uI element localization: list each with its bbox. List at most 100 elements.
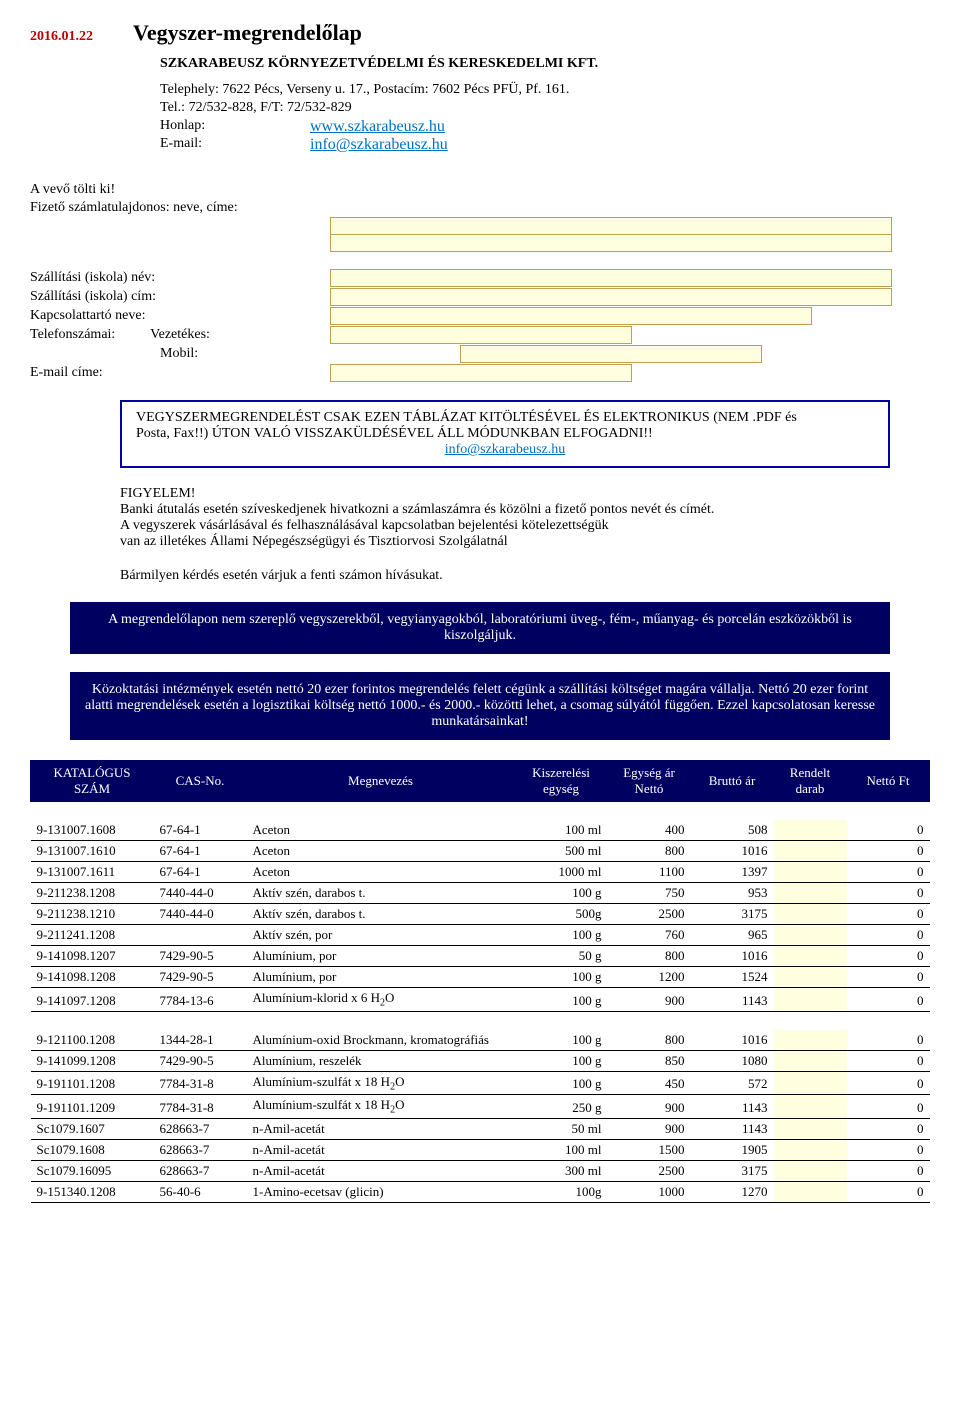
qty-input-cell[interactable] [774, 1181, 847, 1202]
table-cell: 56-40-6 [154, 1181, 247, 1202]
table-cell: 500 ml [515, 841, 608, 862]
table-cell: 1905 [691, 1139, 774, 1160]
table-cell: 628663-7 [154, 1139, 247, 1160]
table-cell: 9-121100.1208 [31, 1030, 154, 1051]
table-cell: 1143 [691, 988, 774, 1012]
figyelem-title: FIGYELEM! [120, 486, 890, 502]
table-cell: 400 [608, 820, 691, 841]
table-cell: 0 [847, 1071, 930, 1095]
table-cell: 0 [847, 841, 930, 862]
table-cell: 9-191101.1208 [31, 1071, 154, 1095]
table-cell: 100 g [515, 925, 608, 946]
table-cell: 0 [847, 1050, 930, 1071]
qty-input-cell[interactable] [774, 1071, 847, 1095]
table-cell: 965 [691, 925, 774, 946]
qty-input-cell[interactable] [774, 1095, 847, 1119]
vezetekes-field[interactable] [330, 326, 632, 344]
table-cell: n-Amil-acetát [247, 1139, 515, 1160]
table-cell: 900 [608, 1095, 691, 1119]
qty-input-cell[interactable] [774, 841, 847, 862]
table-cell: 800 [608, 841, 691, 862]
table-cell: 9-131007.1608 [31, 820, 154, 841]
site-line: Telephely: 7622 Pécs, Verseny u. 17., Po… [160, 82, 930, 98]
table-cell: 250 g [515, 1095, 608, 1119]
honlap-link[interactable]: www.szkarabeusz.hu [310, 118, 445, 136]
table-cell: 0 [847, 1181, 930, 1202]
table-row: 9-141098.12077429-90-5Alumínium, por50 g… [31, 946, 930, 967]
notice1-link[interactable]: info@szkarabeusz.hu [136, 442, 874, 458]
qty-input-cell[interactable] [774, 1118, 847, 1139]
table-cell: Alumínium, por [247, 967, 515, 988]
table-cell: 9-141099.1208 [31, 1050, 154, 1071]
table-cell: 1270 [691, 1181, 774, 1202]
table-row: 9-131007.160867-64-1Aceton100 ml4005080 [31, 820, 930, 841]
table-row: 9-191101.12087784-31-8Alumínium-szulfát … [31, 1071, 930, 1095]
table-cell: 450 [608, 1071, 691, 1095]
spacer [154, 802, 247, 821]
table-cell: 100 g [515, 988, 608, 1012]
szall-cim-field[interactable] [330, 288, 892, 306]
qty-input-cell[interactable] [774, 820, 847, 841]
qty-input-cell[interactable] [774, 1050, 847, 1071]
table-cell: 7784-31-8 [154, 1071, 247, 1095]
table-cell: 1016 [691, 841, 774, 862]
table-cell: 572 [691, 1071, 774, 1095]
table-cell: 500g [515, 904, 608, 925]
table-cell: 7429-90-5 [154, 946, 247, 967]
table-cell: 100 g [515, 1030, 608, 1051]
table-cell: 1344-28-1 [154, 1030, 247, 1051]
table-cell: 800 [608, 946, 691, 967]
fizeto-field-2[interactable] [330, 234, 892, 252]
table-cell: 1000 [608, 1181, 691, 1202]
col-header: Nettó Ft [847, 761, 930, 802]
szall-cim-label: Szállítási (iskola) cím: [30, 289, 330, 305]
fizeto-field-1[interactable] [330, 217, 892, 235]
table-row: 9-211238.12107440-44-0Aktív szén, darabo… [31, 904, 930, 925]
table-cell: 1016 [691, 946, 774, 967]
table-cell: 9-141098.1208 [31, 967, 154, 988]
table-cell: 9-131007.1610 [31, 841, 154, 862]
table-cell: 1500 [608, 1139, 691, 1160]
table-row: 9-131007.161067-64-1Aceton500 ml80010160 [31, 841, 930, 862]
qty-input-cell[interactable] [774, 925, 847, 946]
qty-input-cell[interactable] [774, 946, 847, 967]
spacer [31, 1011, 154, 1030]
table-cell: Sc1079.1608 [31, 1139, 154, 1160]
honlap-label: Honlap: [160, 118, 310, 136]
table-cell: 628663-7 [154, 1160, 247, 1181]
table-cell: 628663-7 [154, 1118, 247, 1139]
table-cell: Aceton [247, 862, 515, 883]
table-cell: 50 g [515, 946, 608, 967]
qty-input-cell[interactable] [774, 1160, 847, 1181]
table-cell [154, 925, 247, 946]
qty-input-cell[interactable] [774, 904, 847, 925]
table-cell: 1524 [691, 967, 774, 988]
spacer [608, 802, 691, 821]
qty-input-cell[interactable] [774, 988, 847, 1012]
szall-nev-field[interactable] [330, 269, 892, 287]
col-header: Megnevezés [247, 761, 515, 802]
mobil-field[interactable] [460, 345, 762, 363]
spacer [154, 1011, 247, 1030]
table-row: Sc1079.1607628663-7n-Amil-acetát50 ml900… [31, 1118, 930, 1139]
qty-input-cell[interactable] [774, 967, 847, 988]
qty-input-cell[interactable] [774, 1030, 847, 1051]
table-cell: Aceton [247, 841, 515, 862]
table-cell: 750 [608, 883, 691, 904]
email-link[interactable]: info@szkarabeusz.hu [310, 136, 448, 154]
table-cell: 0 [847, 1160, 930, 1181]
table-cell: n-Amil-acetát [247, 1160, 515, 1181]
table-cell: Alumínium-oxid Brockmann, kromatográfiás [247, 1030, 515, 1051]
emailcim-label: E-mail címe: [30, 365, 330, 381]
kapcs-field[interactable] [330, 307, 812, 325]
qty-input-cell[interactable] [774, 1139, 847, 1160]
qty-input-cell[interactable] [774, 883, 847, 904]
emailcim-field[interactable] [330, 364, 632, 382]
products-table: KATALÓGUSSZÁMCAS-No.MegnevezésKiszerelés… [30, 760, 930, 1203]
table-cell: Aktív szén, darabos t. [247, 883, 515, 904]
tel-line: Tel.: 72/532-828, F/T: 72/532-829 [160, 100, 930, 116]
spacer [691, 802, 774, 821]
figyelem-p1: Banki átutalás esetén szíveskedjenek hiv… [120, 502, 890, 518]
table-row: 9-141098.12087429-90-5Alumínium, por100 … [31, 967, 930, 988]
qty-input-cell[interactable] [774, 862, 847, 883]
